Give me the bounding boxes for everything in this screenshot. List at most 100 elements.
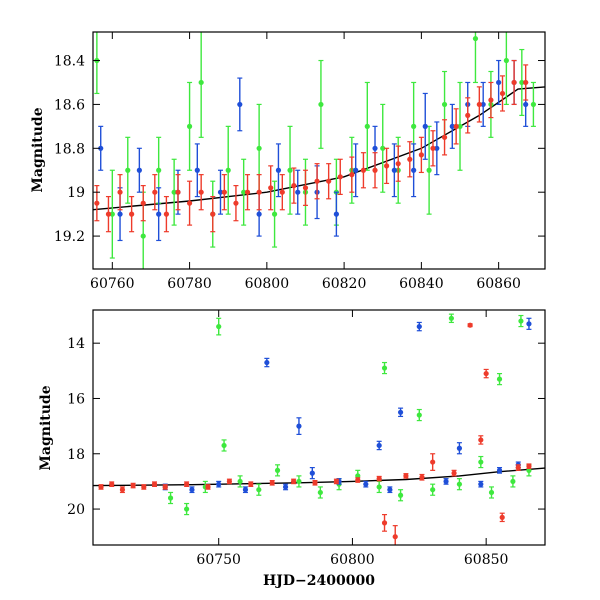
top-red-data-point: [337, 174, 343, 180]
bottom-green-data-point: [296, 478, 302, 485]
top-green-data-point: [156, 167, 162, 173]
top-green-data-point: [287, 167, 293, 173]
bottom-green-data-point: [510, 478, 516, 485]
top-green-data-point: [472, 35, 479, 42]
top-red-data-point: [441, 134, 448, 140]
bottom-red-data-point: [526, 463, 532, 469]
bottom-green-data-point: [397, 492, 404, 498]
bottom-red-data-point: [430, 459, 436, 465]
top-y-tick-label: 19.2: [54, 229, 85, 245]
bottom-red-data-point: [98, 484, 104, 490]
top-blue-data-point: [295, 189, 301, 195]
bottom-green-data-point: [518, 318, 524, 324]
top-green-data-point: [171, 189, 177, 195]
top-green-data-point: [530, 101, 537, 108]
top-blue-data-point: [434, 145, 440, 151]
bottom-red-data-point: [392, 534, 398, 540]
top-y-axis-title: Magnitude: [30, 107, 46, 192]
bottom-y-axis-title: Magnitude: [38, 385, 54, 470]
top-blue-data-point: [372, 145, 378, 151]
top-green-data-point: [426, 167, 432, 173]
bottom-red-data-point: [333, 478, 339, 485]
top-blue-data-point: [256, 211, 262, 217]
top-red-data-point: [372, 167, 378, 173]
bottom-red-data-point: [248, 481, 254, 487]
top-green-data-point: [241, 189, 247, 195]
bottom-green-data-point: [216, 323, 222, 330]
top-red-data-point: [186, 200, 193, 206]
bottom-green-data-point: [221, 442, 227, 449]
bottom-red-data-point: [467, 322, 473, 328]
top-red-data-point: [140, 200, 146, 206]
top-blue-data-point: [333, 211, 339, 217]
bottom-blue-data-point: [264, 359, 270, 366]
top-blue-data-point: [156, 211, 162, 217]
top-red-data-point: [198, 189, 204, 195]
bottom-blue-data-point: [309, 470, 315, 476]
top-blue-data-point: [117, 211, 123, 217]
top-x-tick-label: 60840: [399, 276, 444, 292]
bottom-green-data-point: [496, 376, 503, 382]
bottom-red-data-point: [483, 370, 489, 377]
top-red-data-point: [418, 152, 424, 158]
bottom-blue-data-point: [416, 323, 422, 330]
bottom-blue-data-point: [478, 481, 484, 487]
bottom-x-tick-label: 60750: [196, 552, 241, 568]
bottom-blue-data-point: [526, 321, 532, 327]
top-red-data-point: [152, 189, 158, 195]
bottom-green-data-point: [355, 473, 361, 479]
top-green-data-point: [503, 57, 509, 64]
bottom-red-data-point: [205, 484, 211, 490]
top-blue-data-point: [237, 101, 243, 108]
bottom-blue-data-point: [456, 445, 463, 451]
bottom-blue-data-point: [189, 487, 195, 493]
top-red-data-point: [395, 161, 401, 167]
top-red-data-point: [291, 183, 297, 189]
top-red-data-point: [511, 79, 517, 86]
top-green-data-point: [364, 123, 370, 129]
top-x-tick-label: 60800: [245, 276, 290, 292]
top-red-data-point: [129, 211, 135, 217]
bottom-red-data-point: [109, 481, 115, 487]
bottom-blue-data-point: [216, 481, 222, 487]
bottom-model-curve: [93, 467, 545, 487]
bottom-blue-data-point: [496, 467, 503, 473]
top-blue-data-point: [275, 167, 282, 173]
bottom-blue-data-point: [443, 478, 449, 485]
top-red-data-point: [244, 189, 251, 195]
bottom-green-data-point: [381, 365, 388, 371]
top-green-data-point: [109, 211, 115, 217]
bottom-green-data-point: [488, 489, 495, 496]
bottom-panel: 60750 60800 60850 14 16 18 20 Magnitude HJD−24…: [38, 309, 546, 589]
top-red-data-point: [302, 185, 309, 191]
bottom-red-data-point: [312, 480, 318, 486]
top-blue-data-point: [98, 145, 104, 151]
bottom-blue-data-point: [282, 484, 289, 490]
bottom-blue-data-point: [376, 442, 382, 449]
bottom-red-data-point: [376, 476, 382, 482]
bottom-model-line: [93, 467, 545, 487]
top-x-tick-label: 60860: [476, 276, 521, 292]
top-y-tick-label: 18.8: [54, 141, 85, 157]
bottom-x-axis-title: HJD−2400000: [263, 573, 375, 589]
bottom-green-data-point: [376, 484, 382, 490]
bottom-y-tick-label: 14: [67, 336, 85, 352]
top-green-data-point: [318, 101, 324, 108]
top-red-data-point: [94, 200, 100, 206]
bottom-blue-data-point: [296, 423, 302, 429]
bottom-blue-data-point: [387, 487, 393, 493]
top-red-data-point: [384, 163, 390, 169]
top-red-data-point: [430, 145, 436, 151]
top-green-data-point: [380, 145, 386, 151]
bottom-green-data-point: [478, 459, 484, 465]
bottom-x-tick-label: 60850: [464, 552, 509, 568]
bottom-blue-data-point: [397, 409, 404, 415]
bottom-red-data-point: [499, 514, 505, 520]
bottom-green-data-point: [430, 487, 436, 493]
top-green-data-point: [457, 123, 463, 129]
top-x-tick-label: 60760: [90, 276, 135, 292]
bottom-blue-data-point: [363, 481, 369, 487]
top-red-data-point: [488, 97, 494, 103]
top-blue-data-point: [194, 167, 200, 173]
